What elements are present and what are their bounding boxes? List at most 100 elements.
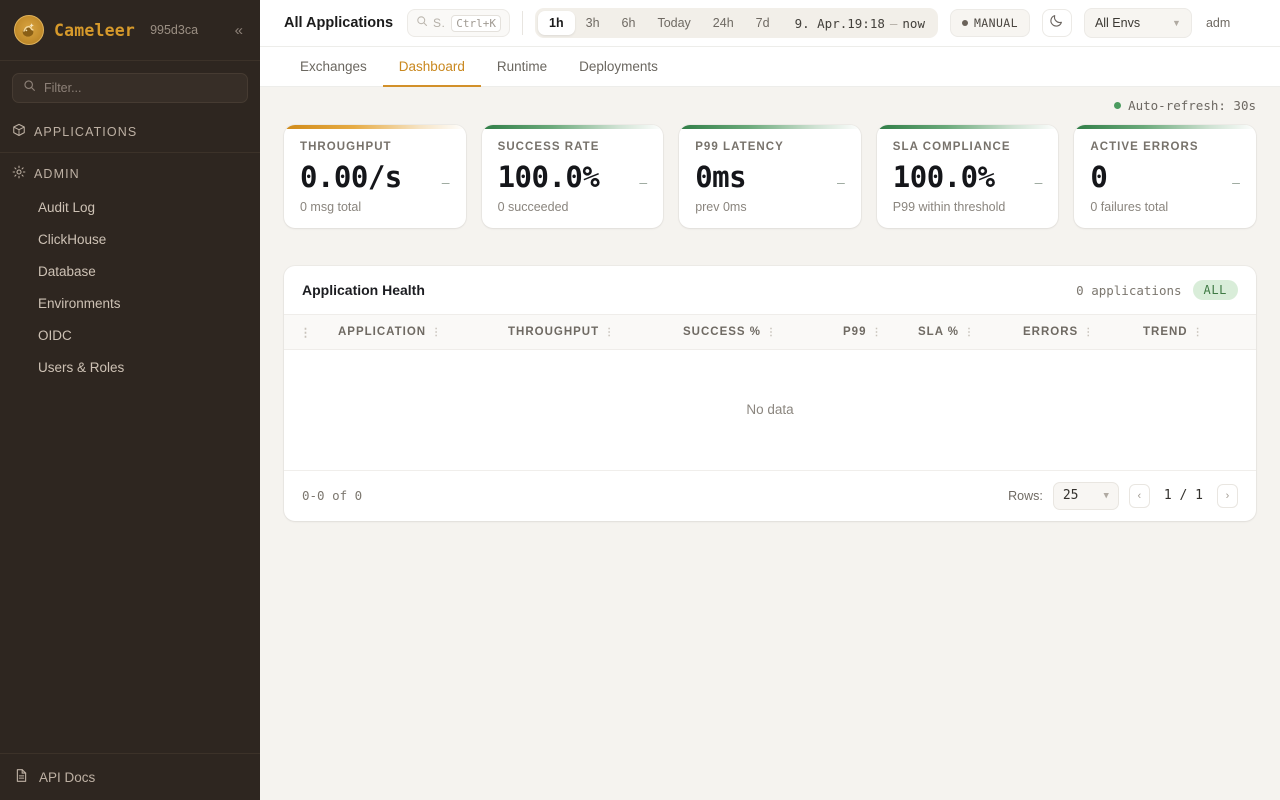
sidebar-filter[interactable] bbox=[12, 73, 248, 103]
sidebar-divider bbox=[0, 152, 260, 153]
search-icon bbox=[23, 79, 36, 97]
sidebar-item-clickhouse[interactable]: ClickHouse bbox=[38, 232, 107, 247]
sidebar-section-admin[interactable]: ADMIN bbox=[0, 155, 260, 192]
search-input[interactable]: S… Ctrl+K bbox=[407, 9, 511, 37]
kpi-accent-bar bbox=[876, 125, 1059, 129]
application-health-panel: Application Health 0 applications ALL ⋮ … bbox=[284, 266, 1256, 521]
column-throughput[interactable]: THROUGHPUT ⋮ bbox=[498, 314, 673, 350]
column-application[interactable]: APPLICATION ⋮ bbox=[328, 314, 498, 350]
panel-header: Application Health 0 applications ALL bbox=[284, 266, 1256, 314]
kpi-subtext: 0 failures total bbox=[1090, 200, 1169, 214]
document-icon bbox=[14, 768, 29, 786]
sidebar-item-users-roles[interactable]: Users & Roles bbox=[38, 360, 125, 375]
table-body: No data bbox=[284, 350, 1256, 470]
kpi-card-p99-latency: P99 LATENCY 0ms – prev 0ms bbox=[679, 125, 861, 228]
rows-per-page-select[interactable]: 25 ▼ bbox=[1052, 481, 1119, 510]
application-count: 0 applications bbox=[1076, 282, 1182, 298]
column-trend[interactable]: TREND ⋮ bbox=[1133, 314, 1256, 350]
time-range-3h[interactable]: 3h bbox=[585, 16, 600, 30]
kpi-value: 100.0% bbox=[892, 160, 995, 194]
refresh-mode-label: MANUAL bbox=[973, 16, 1018, 30]
column-sla-pct[interactable]: SLA % ⋮ bbox=[908, 314, 1013, 350]
box-icon bbox=[12, 123, 26, 140]
kpi-label: THROUGHPUT bbox=[300, 141, 392, 153]
sort-icon: ⋮ bbox=[1192, 327, 1203, 338]
sidebar-item-environments[interactable]: Environments bbox=[38, 296, 121, 311]
kpi-delta: – bbox=[1232, 174, 1240, 190]
sidebar-section-applications[interactable]: APPLICATIONS bbox=[0, 113, 260, 150]
cameleer-logo-icon bbox=[14, 15, 44, 45]
column-p99[interactable]: P99 ⋮ bbox=[833, 314, 908, 350]
sort-icon: ⋮ bbox=[871, 327, 882, 338]
sidebar-item-audit-log[interactable]: Audit Log bbox=[38, 200, 96, 215]
kpi-label: SLA COMPLIANCE bbox=[892, 141, 1011, 153]
sort-icon: ⋮ bbox=[766, 327, 777, 338]
status-dot-icon bbox=[1114, 101, 1122, 109]
kpi-accent-bar bbox=[1074, 125, 1256, 129]
next-page-button[interactable]: › bbox=[1217, 483, 1238, 508]
sort-icon: ⋮ bbox=[1083, 327, 1094, 338]
column-grip[interactable]: ⋮ bbox=[284, 314, 328, 350]
kpi-delta: – bbox=[441, 174, 450, 190]
tab-exchanges[interactable]: Exchanges bbox=[300, 58, 367, 74]
time-range-group: 1h 3h 6h Today 24h 7d 9. Apr.19:18— now bbox=[535, 8, 938, 38]
search-placeholder: S… bbox=[433, 16, 446, 30]
tab-deployments[interactable]: Deployments bbox=[579, 58, 658, 74]
chevron-left-icon: ‹ bbox=[1137, 489, 1142, 502]
time-range-1h[interactable]: 1h bbox=[538, 11, 575, 35]
kpi-subtext: P99 within threshold bbox=[892, 200, 1006, 214]
search-icon bbox=[416, 14, 428, 32]
kpi-value: 0 bbox=[1090, 160, 1108, 194]
theme-toggle-button[interactable] bbox=[1041, 9, 1072, 37]
range-separator: — bbox=[889, 15, 898, 31]
kpi-accent-bar bbox=[679, 125, 861, 129]
sidebar-item-api-docs-label: API Docs bbox=[39, 769, 96, 785]
kpi-subtext: prev 0ms bbox=[695, 200, 747, 214]
sidebar: Cameleer 995d3ca « bbox=[0, 0, 260, 800]
table-header-row: ⋮ APPLICATION ⋮ THROUGHPUT ⋮ SUCCESS % ⋮ P9… bbox=[284, 314, 1256, 350]
chevron-down-icon: ▼ bbox=[1172, 18, 1181, 28]
chevrons-left-icon[interactable]: « bbox=[234, 21, 243, 39]
sidebar-section-admin-label: ADMIN bbox=[34, 166, 80, 181]
kpi-value: 100.0% bbox=[497, 160, 600, 194]
tab-runtime[interactable]: Runtime bbox=[496, 58, 548, 74]
kpi-subtext: 0 msg total bbox=[300, 200, 362, 214]
status-filter-badge[interactable]: ALL bbox=[1192, 280, 1238, 300]
environment-select-value: All Envs bbox=[1094, 16, 1141, 30]
sidebar-filter-wrap bbox=[0, 61, 260, 113]
environment-select[interactable]: All Envs ▼ bbox=[1083, 8, 1192, 38]
page-indicator: 1 / 1 bbox=[1163, 488, 1203, 503]
column-errors[interactable]: ERRORS ⋮ bbox=[1013, 314, 1133, 350]
topbar: All Applications S… Ctrl+K 1h 3h 6h Toda… bbox=[260, 0, 1280, 47]
time-range-today[interactable]: Today bbox=[657, 16, 691, 30]
sidebar-item-api-docs[interactable]: API Docs bbox=[0, 753, 260, 800]
kpi-accent-bar bbox=[284, 125, 466, 129]
prev-page-button[interactable]: ‹ bbox=[1128, 483, 1150, 508]
range-end: now bbox=[902, 15, 925, 31]
dot-icon bbox=[961, 20, 968, 26]
kpi-card-throughput: THROUGHPUT 0.00/s – 0 msg total bbox=[284, 125, 466, 228]
row-range-label: 0-0 of 0 bbox=[302, 488, 363, 503]
tab-dashboard[interactable]: Dashboard bbox=[382, 47, 481, 87]
time-range-6h[interactable]: 6h bbox=[621, 16, 636, 30]
sort-icon: ⋮ bbox=[964, 327, 974, 338]
sidebar-item-database[interactable]: Database bbox=[38, 264, 96, 279]
sort-icon: ⋮ bbox=[431, 327, 442, 338]
sidebar-header: Cameleer 995d3ca « bbox=[0, 0, 260, 61]
column-success-pct[interactable]: SUCCESS % ⋮ bbox=[673, 314, 833, 350]
dashboard-content: Auto-refresh: 30s THROUGHPUT 0.00/s – 0 … bbox=[260, 87, 1280, 800]
kpi-delta: – bbox=[836, 174, 845, 190]
panel-meta: 0 applications ALL bbox=[1076, 280, 1238, 300]
user-menu[interactable]: adm bbox=[1205, 16, 1231, 30]
sidebar-filter-input[interactable] bbox=[44, 81, 237, 95]
absolute-time-range[interactable]: 9. Apr.19:18— now bbox=[781, 16, 935, 31]
kpi-card-sla-compliance: SLA COMPLIANCE 100.0% – P99 within thres… bbox=[876, 125, 1059, 228]
pagination-controls: Rows: 25 ▼ ‹ 1 / 1 › bbox=[1008, 481, 1238, 510]
time-range-24h[interactable]: 24h bbox=[712, 16, 734, 30]
time-range-7d[interactable]: 7d bbox=[755, 16, 770, 30]
sidebar-item-oidc[interactable]: OIDC bbox=[38, 328, 72, 343]
kpi-subtext: 0 succeeded bbox=[497, 200, 569, 214]
kpi-value: 0ms bbox=[695, 160, 747, 194]
refresh-mode-button[interactable]: MANUAL bbox=[949, 9, 1030, 37]
